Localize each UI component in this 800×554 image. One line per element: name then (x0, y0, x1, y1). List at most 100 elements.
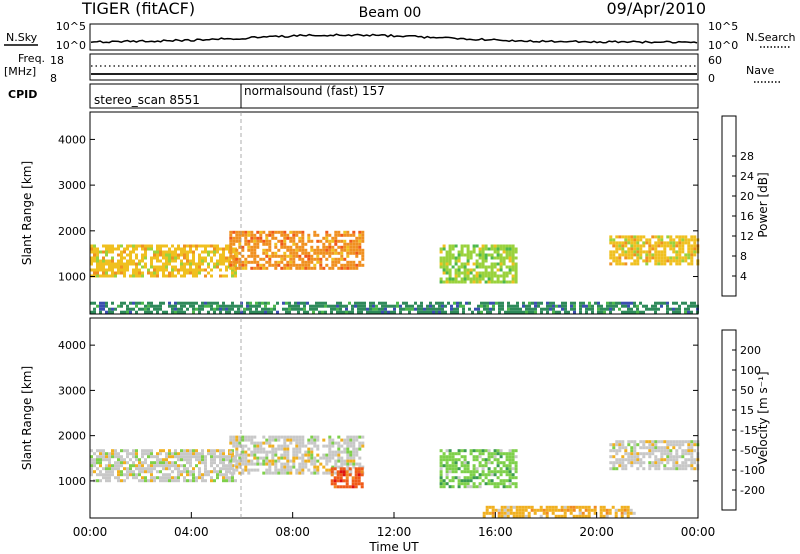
data-cell (295, 263, 299, 267)
data-cell (630, 253, 634, 257)
data-cell (687, 458, 691, 462)
data-cell (420, 310, 423, 314)
data-cell (609, 235, 613, 239)
data-cell (129, 464, 132, 468)
data-cell (636, 452, 640, 456)
data-cell (499, 479, 503, 483)
data-cell (408, 304, 411, 308)
data-cell (456, 310, 459, 314)
data-cell (328, 438, 332, 442)
data-cell (340, 266, 344, 270)
data-cell (484, 265, 488, 269)
data-cell (639, 310, 642, 314)
data-cell (267, 307, 270, 311)
data-cell (174, 256, 177, 260)
data-cell (439, 455, 443, 459)
data-cell (231, 301, 234, 305)
data-cell (336, 476, 340, 480)
data-cell (506, 511, 510, 515)
data-cell (333, 476, 337, 480)
data-cell (630, 455, 634, 459)
data-cell (141, 467, 144, 471)
data-cell (283, 465, 287, 469)
data-cell (672, 443, 676, 447)
data-cell (132, 449, 135, 453)
data-cell (500, 514, 504, 518)
data-cell (328, 266, 332, 270)
data-cell (316, 444, 320, 448)
data-cell (642, 250, 646, 254)
data-cell (599, 505, 603, 509)
data-cell (177, 470, 180, 474)
x-axis-label: Time UT (368, 540, 419, 554)
data-cell (216, 304, 219, 308)
data-cell (225, 265, 228, 269)
data-cell (606, 307, 609, 311)
data-cell (460, 479, 464, 483)
data-cell (304, 462, 308, 466)
data-cell (614, 511, 618, 515)
data-cell (117, 467, 120, 471)
data-cell (99, 259, 102, 263)
data-cell (615, 241, 619, 245)
data-cell (138, 301, 141, 305)
x-tick-label: 12:00 (377, 525, 412, 539)
data-cell (144, 461, 147, 465)
data-cell (339, 467, 343, 471)
data-cell (102, 476, 105, 480)
data-cell (286, 453, 290, 457)
data-cell (286, 245, 290, 249)
data-cell (603, 307, 606, 311)
data-cell (460, 280, 464, 284)
data-cell (648, 467, 652, 471)
data-cell (346, 245, 350, 249)
data-cell (411, 304, 414, 308)
data-cell (247, 459, 251, 463)
data-cell (301, 263, 305, 267)
data-cell (496, 485, 500, 489)
data-cell (132, 470, 135, 474)
data-cell (228, 304, 231, 308)
data-cell (274, 468, 278, 472)
data-cell (337, 239, 341, 243)
data-cell (339, 479, 343, 483)
data-cell (297, 307, 300, 311)
data-cell (315, 301, 318, 305)
data-cell (316, 468, 320, 472)
data-cell (120, 250, 123, 254)
data-cell (608, 511, 612, 515)
data-cell (126, 253, 129, 257)
data-cell (250, 239, 254, 243)
data-cell (168, 452, 171, 456)
data-cell (246, 307, 249, 311)
data-cell (514, 470, 518, 474)
data-cell (633, 310, 636, 314)
data-cell (153, 307, 156, 311)
data-cell (548, 508, 552, 512)
data-cell (508, 473, 512, 477)
data-cell (615, 235, 619, 239)
data-cell (262, 230, 266, 234)
data-cell (120, 271, 123, 275)
data-cell (605, 511, 609, 515)
data-cell (328, 251, 332, 255)
data-cell (340, 263, 344, 267)
data-cell (150, 479, 153, 483)
data-cell (261, 301, 264, 305)
data-cell (244, 263, 248, 267)
data-cell (247, 245, 251, 249)
data-cell (192, 271, 195, 275)
data-cell (232, 468, 236, 472)
data-cell (123, 310, 126, 314)
data-cell (618, 440, 622, 444)
data-cell (684, 259, 688, 263)
data-cell (129, 452, 132, 456)
data-cell (612, 455, 616, 459)
data-cell (225, 458, 228, 462)
data-cell (289, 438, 293, 442)
data-cell (490, 256, 494, 260)
data-cell (454, 470, 458, 474)
data-cell (496, 464, 500, 468)
data-cell (283, 444, 287, 448)
